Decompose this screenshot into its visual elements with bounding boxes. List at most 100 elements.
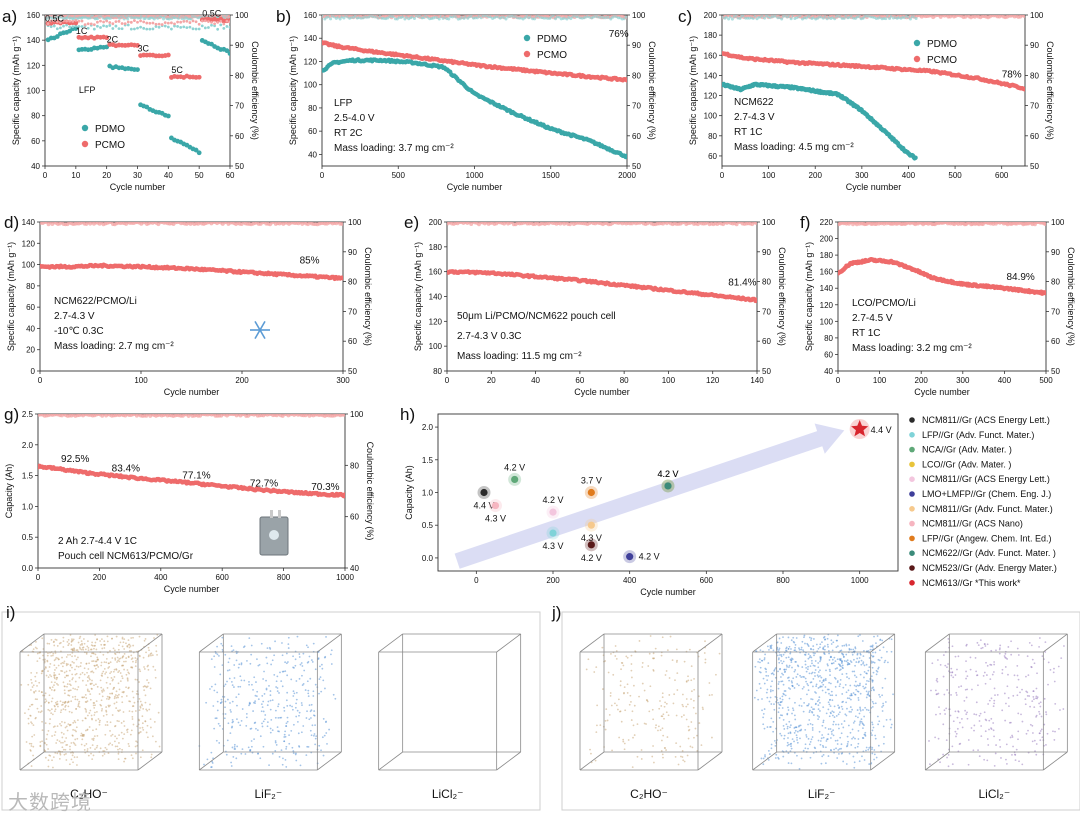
voxel xyxy=(65,737,68,739)
y2-tick-label: 80 xyxy=(1051,278,1060,287)
voxel xyxy=(79,644,82,646)
ce-point xyxy=(447,17,451,21)
voxel xyxy=(148,649,150,652)
ce-point xyxy=(105,24,109,28)
voxel xyxy=(56,725,59,728)
voxel xyxy=(102,653,105,656)
voxel xyxy=(44,756,47,759)
voxel xyxy=(27,717,30,720)
voxel xyxy=(34,680,37,683)
voxel xyxy=(67,705,70,708)
x-axis-label: Cycle number xyxy=(574,387,630,397)
series-pdmo xyxy=(45,23,230,156)
voxel xyxy=(63,740,66,743)
voxel xyxy=(147,681,150,684)
voxel xyxy=(62,646,65,648)
voxel xyxy=(91,641,94,644)
voxel xyxy=(121,645,124,648)
panel-label-c: c) xyxy=(678,7,692,26)
voxel xyxy=(58,757,61,760)
voxel xyxy=(53,704,56,707)
voxel xyxy=(53,674,56,676)
voxel xyxy=(73,720,76,722)
y2-axis-label: Coulombic efficiency (%) xyxy=(365,442,375,541)
voxel xyxy=(156,653,158,656)
voxel xyxy=(60,731,63,734)
voxel xyxy=(36,647,38,650)
voxel xyxy=(106,640,109,643)
voxel xyxy=(111,657,114,659)
voxel xyxy=(120,722,123,724)
voxel xyxy=(92,702,95,704)
voxel xyxy=(88,690,91,693)
voxel xyxy=(107,667,110,669)
voxel xyxy=(70,758,73,761)
y-tick-label: 0 xyxy=(31,367,36,376)
voxel xyxy=(53,710,56,713)
y2-tick-label: 90 xyxy=(1051,248,1060,257)
voltage-label: 4.2 V xyxy=(542,495,563,505)
ce-point xyxy=(52,19,56,23)
ce-point xyxy=(59,26,62,30)
voxel xyxy=(126,678,129,681)
voxel xyxy=(101,754,104,757)
voxel xyxy=(144,701,147,704)
voxel xyxy=(50,681,53,683)
voxel xyxy=(69,653,71,656)
voxel xyxy=(130,754,133,757)
y-tick-label: 200 xyxy=(429,218,443,227)
ce-point xyxy=(216,20,220,24)
x-tick-label: 200 xyxy=(546,576,560,585)
voxel xyxy=(50,638,53,641)
voxel xyxy=(101,638,103,640)
voxel xyxy=(125,657,128,659)
voxel xyxy=(113,649,116,652)
legend-label: NCM811//Gr (ACS Nano) xyxy=(922,519,1023,529)
panel-c: c)0 100 200 300 400 500 6006080100120140160180… xyxy=(678,7,1055,192)
x-tick-label: 400 xyxy=(998,376,1012,385)
voxel xyxy=(64,700,67,703)
voxel xyxy=(79,635,82,638)
voxel xyxy=(101,675,104,677)
voxel xyxy=(102,688,105,691)
voxel xyxy=(138,709,141,712)
voxel xyxy=(112,670,115,673)
voxel xyxy=(150,756,153,759)
voxel xyxy=(55,666,58,669)
voxel xyxy=(88,726,91,728)
panel-label-f: f) xyxy=(800,213,810,232)
voxel xyxy=(41,740,43,743)
voxel xyxy=(116,720,119,722)
voxel xyxy=(30,742,33,745)
voxel xyxy=(139,756,142,759)
voxel xyxy=(131,710,134,713)
ce-point xyxy=(105,19,109,23)
voxel xyxy=(130,729,133,732)
voxel xyxy=(49,674,51,676)
voxel xyxy=(51,697,54,700)
series-pcmo xyxy=(45,16,230,80)
voxel xyxy=(148,654,150,657)
voxel xyxy=(113,676,116,678)
voxel xyxy=(146,665,149,668)
ce-point xyxy=(71,25,75,29)
voxel xyxy=(86,714,89,717)
voxel xyxy=(84,717,87,720)
voxel xyxy=(86,748,89,750)
voxel xyxy=(32,724,35,727)
voxel xyxy=(27,722,30,725)
voxel xyxy=(66,743,69,746)
voxel xyxy=(80,734,82,737)
voxel xyxy=(76,688,79,691)
voxel xyxy=(60,662,63,665)
legend-marker xyxy=(909,476,915,483)
voxel xyxy=(149,703,151,706)
voxel xyxy=(91,718,93,721)
voxel xyxy=(105,681,108,684)
voxel xyxy=(87,647,90,649)
voxel xyxy=(115,635,118,638)
data-point xyxy=(135,43,140,48)
